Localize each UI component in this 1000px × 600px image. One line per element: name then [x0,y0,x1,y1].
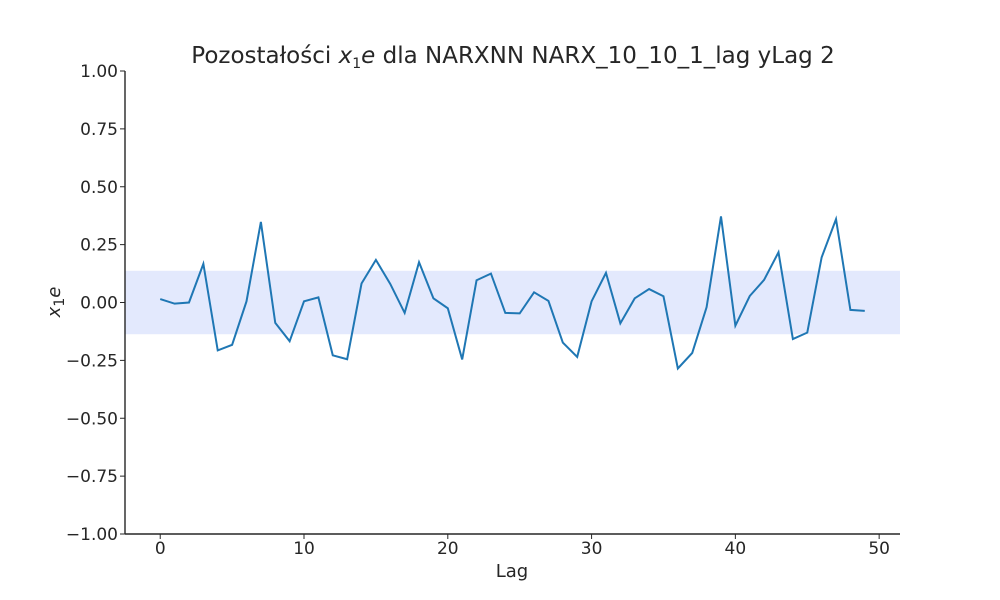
data-point [490,273,492,275]
y-tick-label: −0.25 [66,351,118,371]
data-point [619,322,621,324]
series-line [159,215,865,371]
data-point [864,310,866,312]
data-point [231,344,233,346]
chart-title: Pozostałości x1e dla NARXNN NARX_10_10_1… [191,43,834,72]
y-axis-label: x1e [44,287,68,319]
data-point [361,283,363,285]
x-tick-label: 20 [437,539,459,559]
data-point [461,358,463,360]
data-point [202,263,204,265]
data-point [504,312,506,314]
data-point [332,354,334,356]
y-tick-label: 1.00 [80,62,118,82]
data-point [303,300,305,302]
x-tick-label: 40 [725,539,747,559]
data-point [821,256,823,258]
data-point [547,300,549,302]
data-point [634,297,636,299]
data-point [792,338,794,340]
data-point [763,279,765,281]
data-point [533,291,535,293]
data-point [217,349,219,351]
y-tick-label: 0.50 [80,178,118,198]
data-point [576,356,578,358]
y-tick-label: 0.75 [80,120,118,140]
data-point [519,312,521,314]
data-point [274,322,276,324]
data-point [720,215,722,217]
data-point [562,342,564,344]
data-point [317,296,319,298]
x-tick-label: 10 [293,539,315,559]
data-point [159,298,161,300]
data-point [849,309,851,311]
data-point [706,306,708,308]
data-point [188,302,190,304]
data-point [605,272,607,274]
data-point [346,358,348,360]
y-tick-label: −0.50 [66,409,118,429]
data-point [778,251,780,253]
data-point [389,283,391,285]
data-point [734,325,736,327]
y-tick-label: 0.25 [80,236,118,256]
confidence-band [125,270,900,335]
data-point [591,300,593,302]
data-point [677,367,679,369]
data-point [260,221,262,223]
data-point [375,259,377,261]
x-ticks: 0 10 20 30 40 50 [155,534,890,559]
data-point [691,352,693,354]
data-point [476,279,478,281]
data-point [806,332,808,334]
data-point [174,303,176,305]
x-axis-label: Lag [496,561,528,582]
data-point [648,288,650,290]
data-point [245,300,247,302]
data-point [418,261,420,263]
data-point [447,307,449,309]
data-point [432,297,434,299]
data-point [835,218,837,220]
x-tick-label: 50 [868,539,890,559]
x-tick-label: 30 [581,539,603,559]
y-tick-label: −1.00 [66,525,118,545]
y-ticks: 1.00 0.75 0.50 0.25 0.00 −0.25 −0.50 −0.75 −1.00 [66,62,125,545]
data-point [749,295,751,297]
y-tick-label: −0.75 [66,467,118,487]
data-point [404,312,406,314]
data-point [289,340,291,342]
x-tick-label: 0 [155,539,166,559]
y-tick-label: 0.00 [80,294,118,314]
data-point [662,295,664,297]
